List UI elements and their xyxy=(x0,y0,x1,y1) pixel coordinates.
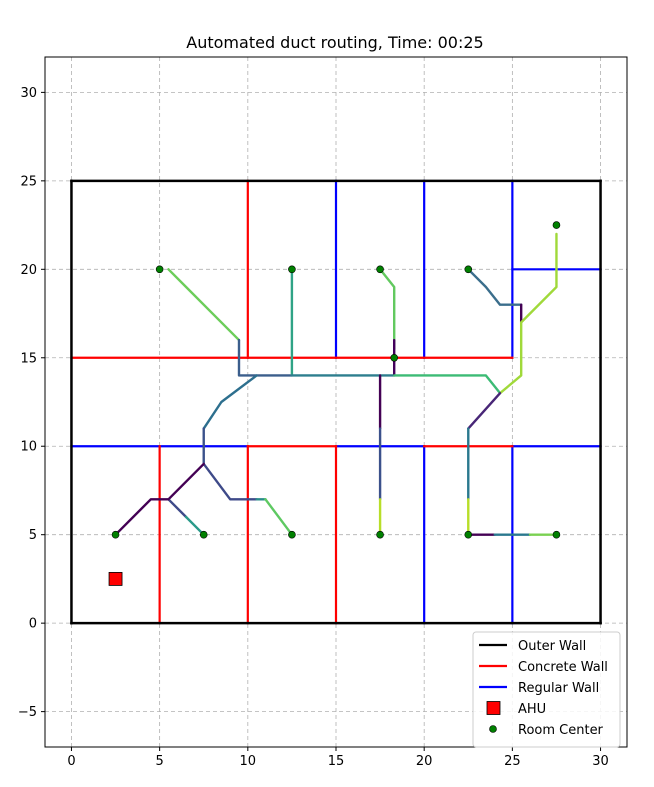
y-tick-label: 25 xyxy=(20,174,37,189)
duct-segment xyxy=(498,232,558,395)
duct-segment xyxy=(167,462,205,501)
room-center-marker xyxy=(464,530,473,539)
duct-segment xyxy=(167,268,241,342)
x-tick-label: 20 xyxy=(416,754,433,769)
y-tick-label: 15 xyxy=(20,351,37,366)
duct-segment xyxy=(184,515,205,536)
legend-label: Outer Wall xyxy=(518,639,586,654)
duct-segment xyxy=(202,462,258,501)
room-center-marker xyxy=(552,530,561,539)
duct-segment xyxy=(202,374,258,430)
room-center-marker xyxy=(376,265,384,274)
y-tick-label: 20 xyxy=(20,263,37,278)
room-center-marker xyxy=(288,265,296,274)
duct-segment xyxy=(167,498,188,519)
x-tick-label: 10 xyxy=(240,754,257,769)
markers xyxy=(108,221,561,586)
duct-segment xyxy=(114,498,170,536)
y-tick-label: 10 xyxy=(20,440,37,455)
room-center-marker xyxy=(155,265,164,274)
room-center-marker xyxy=(111,530,120,539)
room-center-marker xyxy=(376,530,384,539)
room-center-marker xyxy=(288,530,296,539)
axes: 0 5 10 15 20 25 30 −5 0 5 10 15 20 25 30 xyxy=(18,56,628,769)
legend-box xyxy=(472,631,621,748)
x-tick-label: 30 xyxy=(592,754,609,769)
duct-segment xyxy=(467,391,502,430)
room-center-marker xyxy=(390,353,399,362)
x-tick-label: 15 xyxy=(328,754,345,769)
x-tick-label: 0 xyxy=(67,754,75,769)
y-tick-label: 30 xyxy=(20,86,37,101)
ahu-marker xyxy=(108,572,123,586)
legend-label: Concrete Wall xyxy=(518,660,608,675)
room-center-marker xyxy=(464,265,473,274)
legend-square-swatch xyxy=(486,701,501,715)
x-tick-label: 25 xyxy=(504,754,521,769)
room-center-marker xyxy=(199,530,208,539)
y-tick-label: −5 xyxy=(18,705,37,720)
legend-label: Regular Wall xyxy=(518,681,599,696)
duct-segment xyxy=(237,338,294,377)
legend-label: Room Center xyxy=(518,723,604,738)
legend: Outer Wall Concrete Wall Regular Wall AHU Ro… xyxy=(472,631,621,748)
duct-segment xyxy=(264,498,294,536)
y-tick-label: 0 xyxy=(29,617,37,632)
duct-segment xyxy=(378,268,396,351)
duct-segment xyxy=(467,268,523,306)
x-tick-label: 5 xyxy=(155,754,163,769)
chart-title: Automated duct routing, Time: 00:25 xyxy=(186,33,483,52)
room-center-marker xyxy=(552,221,561,229)
duct-segment xyxy=(393,374,502,395)
y-tick-label: 5 xyxy=(29,528,37,543)
legend-circle-swatch xyxy=(489,725,497,733)
legend-label: AHU xyxy=(518,702,546,717)
